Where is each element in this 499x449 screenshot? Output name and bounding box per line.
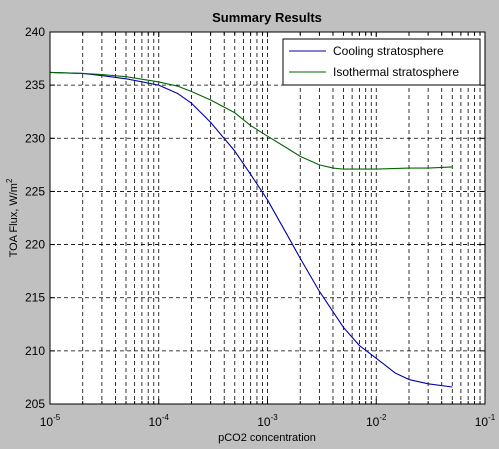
y-tick-label: 235 [25,78,45,92]
series-layer [49,71,453,388]
legend-label-isothermal: Isothermal stratosphere [333,65,459,79]
x-tick-label: 10-3 [257,413,278,429]
y-tick-label: 215 [25,291,45,305]
series-line-0 [49,71,453,388]
y-tick-label: 240 [25,25,45,39]
x-tick-label-base: 10 [257,415,271,429]
ticks [49,31,486,405]
y-tick-label: 210 [25,344,45,358]
y-tick-label: 230 [25,131,45,145]
legend-box [282,38,481,86]
series-line-1 [49,71,453,170]
x-tick-label-exponent: -5 [53,413,61,422]
y-axis-title: TOA Flux, W/m2 [5,178,20,257]
x-tick-label-base: 10 [366,415,380,429]
legend: Cooling stratosphere Isothermal stratosp… [282,38,481,86]
x-tick-label-base: 10 [40,415,54,429]
y-axis-title-superscript: 2 [5,178,14,183]
grid [50,32,485,404]
x-tick-label: 10-2 [366,413,387,429]
x-tick-labels: 10-5 10-4 10-3 10-2 10-1 [40,413,496,429]
y-axis-title-main: TOA Flux, W/m [8,183,20,257]
y-tick-label: 205 [25,397,45,411]
y-tick-label: 220 [25,238,45,252]
x-axis-title: pCO2 concentration [218,432,316,444]
x-tick-label: 10-5 [40,413,61,429]
x-tick-label-exponent: -1 [488,413,496,422]
y-tick-labels: 205 210 215 220 225 230 235 240 [25,25,45,411]
x-tick-label-base: 10 [149,415,163,429]
y-tick-label: 225 [25,184,45,198]
x-tick-label: 10-1 [475,413,496,429]
x-tick-label-exponent: -2 [379,413,387,422]
legend-label-cooling: Cooling stratosphere [333,44,444,58]
x-tick-label-exponent: -4 [162,413,170,422]
chart-title: Summary Results [212,10,322,25]
x-tick-label-base: 10 [475,415,489,429]
x-tick-label: 10-4 [149,413,170,429]
x-tick-label-exponent: -3 [271,413,279,422]
